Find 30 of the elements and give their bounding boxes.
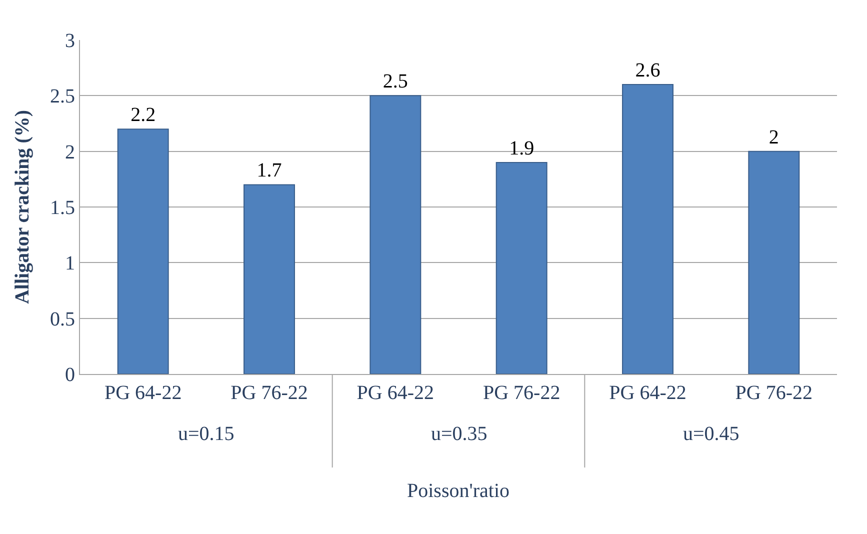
y-tick-label: 1.5: [50, 197, 75, 219]
y-tick-label: 1: [65, 252, 75, 275]
x-axis-title: Poisson'ratio: [407, 480, 510, 502]
y-tick-label: 0: [65, 364, 75, 386]
x-tick-label: PG 76-22: [230, 382, 308, 404]
bar: [622, 84, 674, 374]
text: u=0.35: [431, 423, 488, 445]
y-tick-label: 2: [65, 141, 75, 164]
bar: [370, 95, 422, 374]
x-tick-label: PG 76-22: [482, 382, 560, 404]
y-tick-label: 0.5: [50, 308, 75, 330]
y-tick-label: 3: [65, 30, 75, 52]
text: u=0.45: [683, 423, 740, 445]
data-label: 2.6: [635, 60, 660, 82]
y-tick-label: 2.5: [50, 86, 75, 108]
bar: [748, 150, 800, 374]
data-label: 2.2: [130, 104, 156, 126]
x-tick-label: PG 64-22: [356, 382, 434, 404]
x-tick-label: PG 64-22: [104, 382, 182, 404]
data-label: 1.7: [256, 160, 282, 182]
text: u=0.15: [178, 423, 234, 445]
x-tick-label: PG 76-22: [735, 382, 813, 404]
data-label: 2.5: [382, 70, 408, 93]
bar: [496, 162, 548, 374]
x-tick-label: PG 64-22: [609, 382, 686, 404]
data-label: 2: [768, 126, 779, 148]
data-label: 1.9: [509, 137, 534, 160]
bar: [244, 184, 295, 374]
bar: [117, 128, 169, 374]
y-axis-title: Alligator cracking (%): [12, 110, 34, 304]
